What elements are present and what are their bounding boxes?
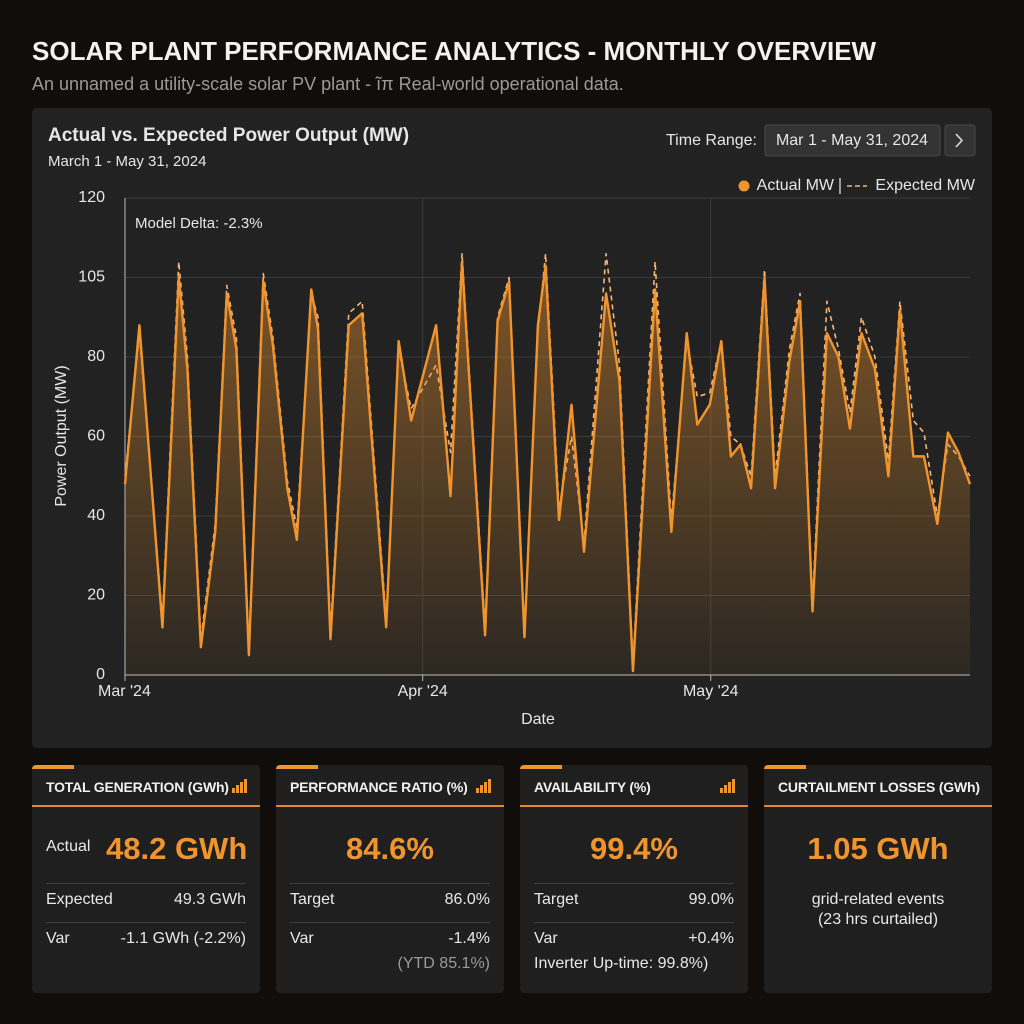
icon-bar: [244, 779, 247, 793]
x-tick-label: May '24: [683, 683, 739, 700]
bars-icon: [476, 779, 491, 793]
uline: [276, 805, 504, 807]
y-tick-label: 40: [87, 507, 105, 524]
row-value: 99.0%: [688, 891, 734, 908]
icon-bar: [488, 779, 491, 793]
legend-label: Expected MW: [875, 177, 975, 194]
mainv: 1.05 GWh: [807, 831, 949, 866]
ctitle: TOTAL GENERATION (GWh): [46, 779, 229, 795]
tab: [764, 765, 806, 769]
icon-bar: [720, 788, 723, 793]
icon-bar: [240, 782, 243, 793]
note: (YTD 85.1%): [397, 955, 490, 972]
mainv: 48.2 GWh: [106, 831, 248, 866]
tab: [32, 765, 74, 769]
uline: [520, 805, 748, 807]
row: Var -1.1 GWh (-2.2%): [46, 930, 246, 948]
row-label: Expected: [46, 891, 113, 908]
y-tick-label: 20: [87, 587, 105, 604]
div: [290, 883, 490, 884]
row: Target 86.0%: [290, 891, 490, 909]
div: [46, 922, 246, 923]
row: Var -1.4%: [290, 930, 490, 948]
legend-label: Actual MW: [757, 177, 835, 194]
page-title: SOLAR PLANT PERFORMANCE ANALYTICS - MONT…: [32, 36, 877, 66]
row-value: -1.1 GWh (-2.2%): [120, 930, 246, 947]
ctitle: AVAILABILITY (%): [534, 779, 651, 795]
uline: [32, 805, 260, 807]
row-label: Var: [46, 930, 70, 947]
ctitle: CURTAILMENT LOSSES (GWh): [778, 779, 980, 795]
icon-bar: [724, 785, 727, 793]
div: [534, 883, 734, 884]
chevron-icon[interactable]: [955, 133, 964, 148]
ctitle: PERFORMANCE RATIO (%): [290, 779, 468, 795]
card: TOTAL GENERATION (GWh) Actual 48.2 GWh Expe…: [32, 765, 260, 993]
div: [534, 922, 734, 923]
bars-icon: [232, 779, 247, 793]
series-line: [124, 252, 971, 664]
uline: [764, 805, 992, 807]
x-tick-label: Apr '24: [398, 683, 448, 700]
note: grid-related events: [811, 891, 945, 908]
icon-bar: [480, 785, 483, 793]
row-value: +0.4%: [688, 930, 734, 947]
card: PERFORMANCE RATIO (%) 84.6% Target 86.0% Var…: [276, 765, 504, 993]
chart-subtitle: March 1 - May 31, 2024: [48, 153, 206, 170]
time-range-label: Time Range:: [666, 132, 757, 149]
mainl: Actual: [46, 838, 91, 855]
series-area: [125, 261, 970, 675]
chart-area: SOLAR PLANT PERFORMANCE ANALYTICS - MONT…: [32, 36, 992, 748]
icon-bar: [232, 788, 235, 793]
y-tick-label: 80: [87, 348, 105, 365]
row: Var +0.4%: [534, 930, 734, 948]
x-tick-label: Mar '24: [98, 683, 151, 700]
note: (23 hrs curtailed): [817, 911, 939, 928]
page-subtitle: An unnamed a utility-scale solar PV plan…: [32, 74, 624, 94]
icon-bar: [732, 779, 735, 793]
row-label: Target: [534, 891, 579, 908]
chart-title: Actual vs. Expected Power Output (MW): [48, 125, 409, 146]
icon-bar: [484, 782, 487, 793]
legend-swatch: [738, 180, 750, 192]
row-label: Target: [290, 891, 335, 908]
tab: [276, 765, 318, 769]
icon-bar: [236, 785, 239, 793]
annotation: Model Delta: -2.3%: [135, 215, 263, 232]
mainv: 99.4%: [590, 831, 678, 866]
mainv: 84.6%: [346, 831, 434, 866]
row-label: Var: [534, 930, 558, 947]
div: [290, 922, 490, 923]
y-tick-label: 105: [78, 269, 105, 286]
row-value: 86.0%: [444, 891, 490, 908]
time-range-value[interactable]: Mar 1 - May 31, 2024: [776, 132, 928, 149]
div: [46, 883, 246, 884]
row: Expected 49.3 GWh: [46, 891, 246, 909]
card: CURTAILMENT LOSSES (GWh) 1.05 GWh grid-rel…: [764, 765, 992, 993]
time-range-select[interactable]: [764, 124, 941, 157]
y-axis-label: Power Output (MW): [53, 365, 70, 506]
row-value: -1.4%: [448, 930, 490, 947]
x-axis-label: Date: [521, 711, 555, 728]
icon-bar: [728, 782, 731, 793]
bars-icon: [720, 779, 735, 793]
next-button[interactable]: [944, 124, 976, 157]
row-value: 49.3 GWh: [173, 891, 246, 908]
series-line: [123, 260, 972, 673]
card: AVAILABILITY (%) 99.4% Target 99.0% Var +0.4%…: [520, 765, 748, 993]
y-tick-label: 120: [78, 189, 105, 206]
icon-bar: [476, 788, 479, 793]
note: Inverter Up-time: 99.8%): [534, 955, 709, 972]
tab: [520, 765, 562, 769]
row: Target 99.0%: [534, 891, 734, 909]
y-tick-label: 0: [96, 666, 105, 683]
row-label: Var: [290, 930, 314, 947]
y-tick-label: 60: [87, 428, 105, 445]
